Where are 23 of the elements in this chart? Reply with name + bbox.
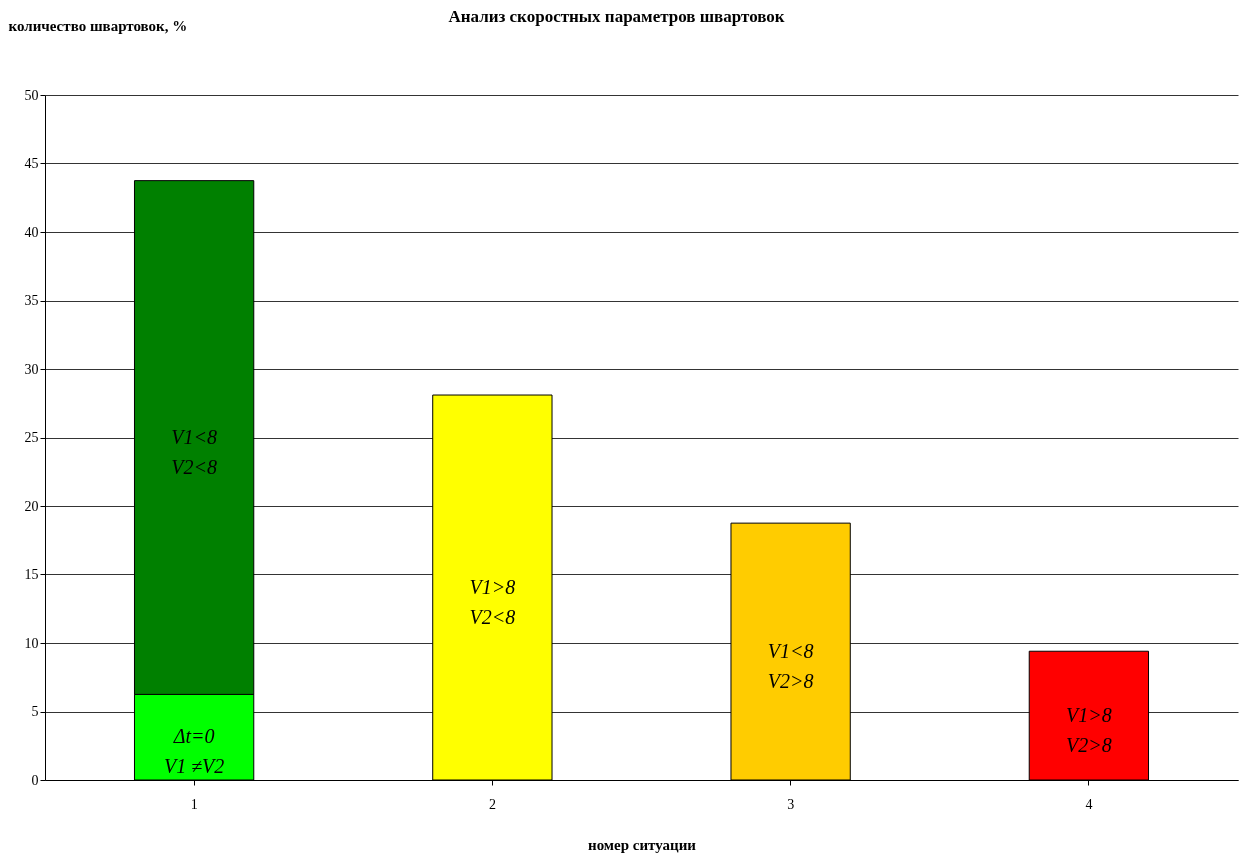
x-tick-label: 2 — [488, 796, 496, 812]
x-tick-label: 4 — [1085, 796, 1093, 812]
data-label: V1<8 V2<8 — [171, 425, 217, 478]
y-tick-label: 30 — [24, 361, 39, 377]
y-tick-label: 45 — [24, 156, 39, 171]
data-label: V1<8 V2>8 — [767, 639, 814, 692]
data-label: V1>8 V2<8 — [469, 575, 516, 628]
y-tick-label: 35 — [24, 293, 39, 308]
y-tick-label: 50 — [24, 87, 39, 103]
y-tick-label: 0 — [31, 772, 39, 788]
data-label: Δt=0 V1 ≠V2 — [163, 725, 225, 778]
y-tick-label: 25 — [24, 430, 39, 445]
chart-title: Анализ скоростных параметров швартовок — [448, 7, 785, 26]
y-tick-label: 40 — [24, 224, 39, 240]
x-tick-label: 1 — [190, 796, 198, 812]
x-tick-label: 3 — [787, 796, 795, 812]
y-axis-title: количество швартовок, % — [8, 17, 188, 34]
x-axis-title: номер ситуации — [587, 836, 697, 853]
data-label: V1>8 V2>8 — [1066, 703, 1112, 756]
y-tick-label: 10 — [24, 635, 39, 651]
y-tick-label: 5 — [31, 704, 39, 719]
y-tick-label: 20 — [24, 498, 39, 514]
y-tick-label: 15 — [24, 567, 39, 582]
